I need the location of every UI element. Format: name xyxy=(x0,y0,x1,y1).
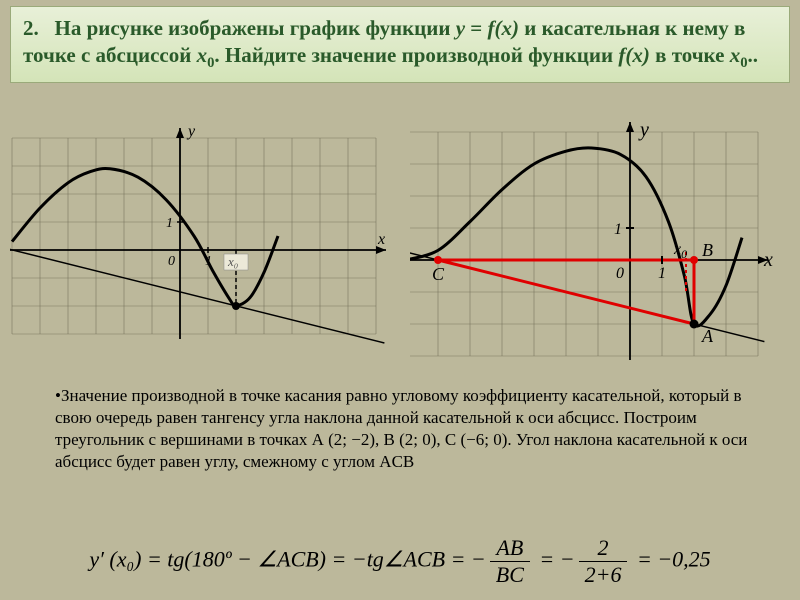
eq-equals: = xyxy=(465,16,487,40)
charts-region: 0 1 1 y x x₀ 0 1 1 y x x 0 A B C xyxy=(0,120,800,370)
formula: y′ (x₀) = tg(180º − ∠ACB) = −tg∠ACB = −A… xyxy=(0,535,800,588)
problem-statement: 2. На рисунке изображены график функции … xyxy=(10,6,790,83)
frac1-den: BC xyxy=(490,562,530,588)
svg-text:0: 0 xyxy=(616,265,624,282)
formula-rhs: = −0,25 xyxy=(631,547,710,572)
svg-text:1: 1 xyxy=(205,254,212,269)
chart-left: 0 1 1 y x x₀ xyxy=(10,120,390,360)
svg-text:1: 1 xyxy=(166,216,173,231)
problem-text-3c: .. xyxy=(748,43,759,67)
problem-text-2b: . Найдите значение xyxy=(214,43,396,67)
svg-text:y: y xyxy=(638,120,649,141)
svg-text:x: x xyxy=(377,231,385,248)
eq-x: (x) xyxy=(495,16,520,40)
svg-text:1: 1 xyxy=(658,265,666,282)
eq-y: y xyxy=(456,16,465,40)
formula-frac2: 22+6 xyxy=(579,535,628,588)
x0-x-2: x xyxy=(730,43,741,67)
formula-mid: = − xyxy=(534,547,575,572)
chart-right: 011yxx0ABC xyxy=(410,120,790,360)
x0-sub-2: 0 xyxy=(740,55,747,71)
problem-text-3b: в точке xyxy=(650,43,730,67)
svg-text:C: C xyxy=(432,264,445,284)
eq-f: f xyxy=(488,16,495,40)
svg-text:x: x xyxy=(763,249,773,271)
problem-text-3a: производной функции xyxy=(402,43,619,67)
problem-number: 2. xyxy=(23,16,39,40)
frac2-den: 2+6 xyxy=(579,562,628,588)
explanation-body: Значение производной в точке касания рав… xyxy=(55,386,747,471)
frac1-num: AB xyxy=(490,535,530,562)
svg-text:1: 1 xyxy=(614,221,622,238)
text-and: и xyxy=(519,16,536,40)
svg-text:0: 0 xyxy=(168,254,175,269)
formula-lhs: y′ (x₀) = tg(180º − ∠ACB) = −tg∠ACB = − xyxy=(89,547,485,572)
svg-text:x₀: x₀ xyxy=(227,254,238,269)
formula-frac1: ABBC xyxy=(490,535,530,588)
problem-text-1: На рисунке изображены график функции xyxy=(55,16,451,40)
svg-text:y: y xyxy=(186,123,196,140)
explanation-text: •Значение производной в точке касания ра… xyxy=(55,385,755,473)
svg-text:B: B xyxy=(702,240,713,260)
svg-text:A: A xyxy=(701,326,714,346)
frac2-num: 2 xyxy=(579,535,628,562)
eq-x-2: (x) xyxy=(625,43,650,67)
x0-x: x xyxy=(197,43,208,67)
